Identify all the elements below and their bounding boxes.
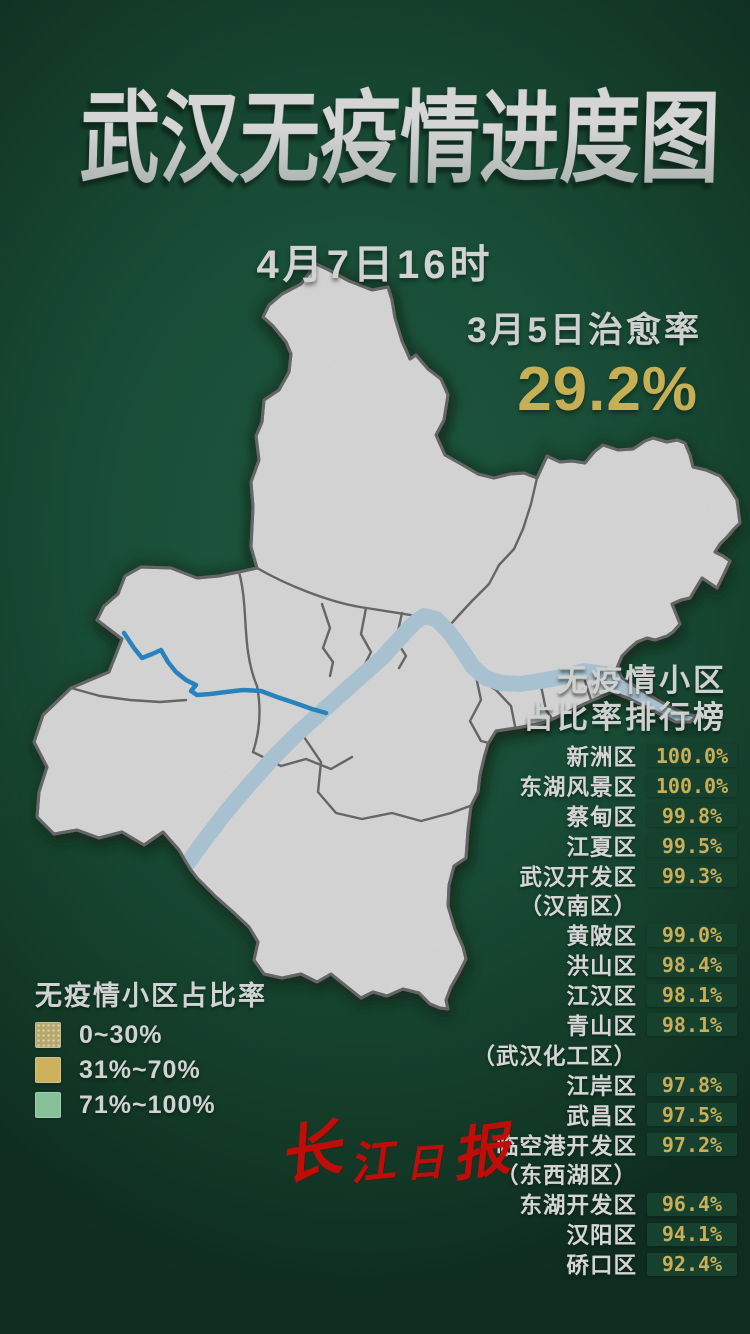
percent-badge: 98.1% (647, 983, 737, 1008)
cure-rate-label: 3月5日治愈率 (467, 311, 702, 350)
ranking-row: 新洲区 100.0% (566, 741, 737, 771)
ranking-row: （东西湖区） (496, 1159, 737, 1189)
percent-value: 100.0% (655, 743, 729, 768)
district-name: 临空港开发区 (495, 1133, 637, 1159)
logo-char: 报 (447, 1115, 514, 1190)
legend-item: 31%~70% (35, 1055, 267, 1084)
percent-value: 97.8% (661, 1072, 723, 1097)
district-name: 硚口区 (566, 1253, 637, 1279)
percent-badge: 97.2% (647, 1132, 737, 1157)
percent-value: 99.5% (661, 833, 723, 858)
percent-value: 99.8% (661, 803, 723, 828)
percent-badge: 99.3% (647, 863, 737, 888)
ranking-row: 江汉区 98.1% (566, 980, 737, 1010)
district-name: （汉南区） (519, 894, 637, 920)
percent-badge: 100.0% (647, 743, 737, 768)
percent-badge: 99.0% (647, 923, 737, 948)
district-name: 蔡甸区 (566, 804, 637, 830)
ranking-row: （武汉化工区） (472, 1040, 737, 1070)
district-name: 洪山区 (566, 954, 637, 980)
district-name: 江岸区 (566, 1073, 637, 1099)
percent-badge: 92.4% (647, 1252, 737, 1277)
percent-badge: 94.1% (647, 1222, 737, 1247)
district-name: 东湖风景区 (519, 774, 637, 800)
ranking-row: 临空港开发区 97.2% (496, 1130, 737, 1160)
district-name: 新洲区 (566, 744, 637, 770)
district-name: 汉阳区 (566, 1223, 637, 1249)
percent-value: 99.3% (661, 863, 723, 888)
cure-rate-value: 29.2% (517, 355, 698, 424)
percent-badge: 96.4% (647, 1192, 737, 1217)
district-name: 江夏区 (566, 834, 637, 860)
cure-rate-block: 3月5日治愈率 29.2% (467, 302, 702, 421)
percent-value: 99.0% (661, 923, 723, 948)
logo-char: 长 (272, 1111, 347, 1194)
district-name: 武汉开发区 (519, 864, 637, 890)
legend-swatch-mid (35, 1057, 61, 1083)
ranking-row: 洪山区 98.4% (566, 950, 737, 980)
ranking-row: 硚口区 92.4% (566, 1249, 737, 1279)
ranking-row: 黄陂区 99.0% (566, 920, 737, 950)
legend-label-high: 71%~100% (79, 1090, 216, 1119)
district-name: （武汉化工区） (472, 1043, 637, 1069)
ranking-row: 东湖风景区 100.0% (519, 771, 737, 801)
ranking-title-line2: 占比率排行榜 (523, 700, 727, 735)
logo-char: 江 (346, 1133, 398, 1192)
ranking-row: 武昌区 97.5% (566, 1100, 737, 1130)
legend-item: 0~30% (35, 1020, 267, 1049)
ranking-row: 青山区 98.1% (566, 1010, 737, 1040)
ranking-title: 无疫情小区 占比率排行榜 (523, 662, 737, 736)
legend-swatch-high (35, 1092, 61, 1118)
percent-badge: 99.8% (647, 803, 737, 828)
date-label: 4月7日16时 (256, 243, 494, 287)
legend-item: 71%~100% (35, 1090, 267, 1119)
ranking-row: （汉南区） (519, 890, 737, 920)
percent-badge: 99.5% (647, 833, 737, 858)
percent-badge: 98.4% (647, 953, 737, 978)
changjiang-daily-logo: 长江 日报 (272, 1111, 514, 1194)
legend-title: 无疫情小区占比率 (35, 981, 267, 1011)
page-title: 武汉无疫情进度图 (78, 83, 722, 195)
ranking-row: 蔡甸区 99.8% (566, 801, 737, 831)
legend-swatch-low (35, 1022, 61, 1048)
percent-value: 92.4% (661, 1252, 723, 1277)
percent-value: 96.4% (661, 1192, 723, 1217)
ranking-rows: 新洲区 100.0% 东湖风景区 100.0% 蔡甸区 99.8% 江夏区 (472, 741, 737, 1279)
percent-badge: 100.0% (647, 773, 737, 798)
ranking-row: 江岸区 97.8% (566, 1070, 737, 1100)
ranking-row: 江夏区 99.5% (566, 831, 737, 861)
district-name: 东湖开发区 (519, 1193, 637, 1219)
ranking-panel: 无疫情小区 占比率排行榜 新洲区 100.0% 东湖风景区 100.0% 蔡甸区 (357, 662, 737, 1279)
header: 武汉无疫情进度图 (0, 83, 750, 195)
ranking-row: 武汉开发区 99.3% (519, 861, 737, 891)
percent-value: 98.1% (661, 1012, 723, 1037)
ranking-row: 东湖开发区 96.4% (519, 1189, 737, 1219)
percent-badge: 97.5% (647, 1102, 737, 1127)
percent-value: 100.0% (655, 773, 729, 798)
legend-label-low: 0~30% (79, 1020, 163, 1049)
legend: 无疫情小区占比率 0~30% 31%~70% 71%~100% (35, 974, 267, 1119)
district-name: （东西湖区） (495, 1163, 637, 1189)
ranking-title-line1: 无疫情小区 (557, 663, 727, 698)
percent-value: 98.4% (661, 953, 723, 978)
logo-char: 日 (403, 1138, 445, 1187)
percent-value: 97.2% (661, 1132, 723, 1157)
percent-value: 97.5% (661, 1102, 723, 1127)
district-name: 江汉区 (566, 984, 637, 1010)
ranking-row: 汉阳区 94.1% (566, 1219, 737, 1249)
legend-label-mid: 31%~70% (79, 1055, 201, 1084)
district-name: 武昌区 (566, 1103, 637, 1129)
percent-badge: 98.1% (647, 1012, 737, 1037)
district-name: 黄陂区 (566, 924, 637, 950)
percent-badge: 97.8% (647, 1072, 737, 1097)
percent-value: 94.1% (661, 1222, 723, 1247)
percent-value: 98.1% (661, 983, 723, 1008)
district-name: 青山区 (566, 1013, 637, 1039)
